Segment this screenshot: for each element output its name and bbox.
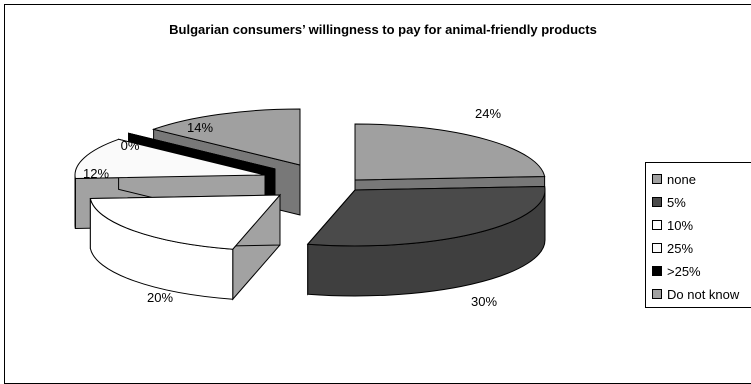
legend-label: 25% xyxy=(667,241,693,256)
legend-swatch xyxy=(652,174,662,184)
legend-item: 25% xyxy=(652,238,693,258)
data-label-2: 20% xyxy=(147,290,173,305)
legend-item: 5% xyxy=(652,192,686,212)
data-label-1: 30% xyxy=(471,294,497,309)
legend-label: none xyxy=(667,172,696,187)
pie-slice-top xyxy=(355,124,545,180)
data-label-3: 12% xyxy=(83,166,109,181)
data-label-5: 14% xyxy=(187,120,213,135)
pie-slice-10 xyxy=(90,195,280,299)
legend-label: 10% xyxy=(667,218,693,233)
legend-item: none xyxy=(652,169,696,189)
legend-swatch xyxy=(652,243,662,253)
data-label-0: 24% xyxy=(475,106,501,121)
pie-slice-5 xyxy=(308,186,545,296)
legend-item: 10% xyxy=(652,215,693,235)
legend: none 5% 10% 25% >25% Do not know xyxy=(645,162,751,308)
legend-swatch xyxy=(652,197,662,207)
legend-label: 5% xyxy=(667,195,686,210)
legend-swatch xyxy=(652,289,662,299)
chart-title: Bulgarian consumers’ willingness to pay … xyxy=(169,22,597,37)
pie-chart: Bulgarian consumers’ willingness to pay … xyxy=(0,0,751,374)
legend-item: >25% xyxy=(652,261,701,281)
legend-swatch xyxy=(652,220,662,230)
legend-swatch xyxy=(652,266,662,276)
legend-label: >25% xyxy=(667,264,701,279)
legend-label: Do not know xyxy=(667,287,739,302)
data-label-4: 0% xyxy=(121,138,140,153)
legend-item: Do not know xyxy=(652,284,739,304)
